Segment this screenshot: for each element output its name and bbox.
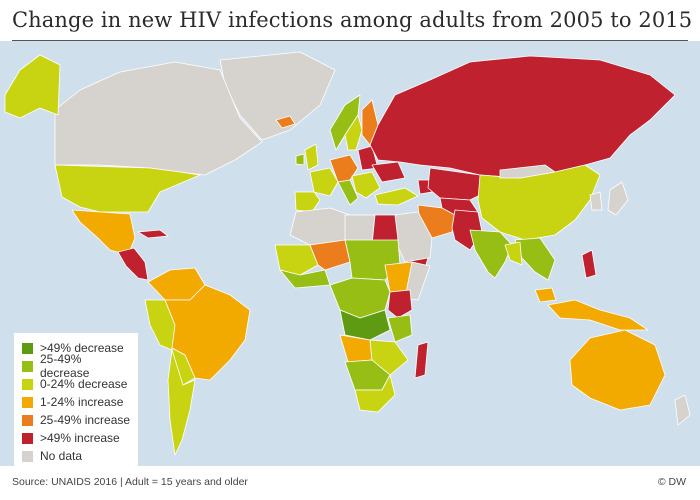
region-korea: [589, 191, 603, 211]
legend-label: 1-24% increase: [40, 395, 124, 409]
region-cuba: [137, 229, 169, 239]
region-maghreb: [289, 207, 351, 246]
region-new-zealand: [674, 394, 691, 426]
legend-item: >49% increase: [22, 429, 132, 447]
region-central-america: [117, 247, 149, 281]
region-west-africa-north: [274, 244, 319, 276]
legend-swatch-gt49-increase: [22, 432, 33, 444]
legend-swatch-25-49-decrease: [22, 360, 33, 372]
legend-label: >49% decrease: [40, 341, 124, 355]
region-congo: [339, 309, 391, 341]
region-tanzania: [387, 314, 413, 343]
region-west-africa-coast: [279, 269, 331, 289]
region-uk: [304, 143, 319, 171]
legend-item: >49% decrease: [22, 339, 132, 357]
region-mexico: [71, 209, 136, 256]
title-divider: [12, 40, 688, 41]
legend-label: No data: [40, 449, 83, 463]
region-france: [309, 167, 339, 197]
region-iceland: [275, 115, 296, 129]
region-russia: [369, 55, 676, 179]
region-ukraine: [371, 161, 406, 183]
region-iberia: [294, 191, 321, 213]
region-canada: [54, 61, 263, 176]
footer: Source: UNAIDS 2016 | Adult = 15 years a…: [0, 466, 700, 500]
region-ireland: [295, 153, 305, 166]
map-legend: >49% decrease 25-49% decrease 0-24% decr…: [14, 333, 138, 469]
world-map-svg: [4, 51, 691, 456]
legend-item: 25-49% increase: [22, 411, 132, 429]
legend-item: No data: [22, 447, 132, 465]
region-china: [477, 164, 601, 241]
region-usa: [54, 164, 201, 213]
legend-label: >49% increase: [40, 431, 120, 445]
region-mali-niger: [309, 239, 351, 271]
region-philippines: [581, 249, 597, 279]
region-alaska: [4, 54, 61, 119]
region-japan: [607, 181, 629, 216]
legend-label: 0-24% decrease: [40, 377, 128, 391]
legend-label: 25-49% increase: [40, 413, 131, 427]
dw-credit: © DW: [657, 476, 686, 488]
region-australia: [569, 329, 666, 411]
region-mongolia: [499, 164, 556, 179]
region-central-europe: [329, 154, 359, 183]
legend-item: 0-24% decrease: [22, 375, 132, 393]
legend-item: 25-49% decrease: [22, 352, 132, 380]
source-note: Source: UNAIDS 2016 | Adult = 15 years a…: [12, 476, 248, 488]
region-balkans: [351, 171, 381, 199]
legend-swatch-no-data: [22, 450, 33, 462]
region-myanmar: [504, 241, 523, 266]
legend-swatch-gt49-decrease: [22, 342, 33, 354]
region-india: [469, 229, 513, 279]
legend-item: 1-24% increase: [22, 393, 132, 411]
map-title: Change in new HIV infections among adult…: [12, 8, 693, 32]
region-italy: [337, 179, 359, 206]
region-sweden: [344, 114, 363, 151]
region-somalia: [404, 261, 431, 301]
region-east-africa: [387, 289, 413, 319]
legend-swatch-25-49-increase: [22, 414, 33, 426]
region-indochina: [514, 237, 556, 281]
legend-swatch-0-24-decrease: [22, 378, 33, 390]
region-turkey: [374, 187, 419, 206]
region-indonesia: [547, 299, 649, 331]
region-south-africa: [354, 374, 396, 413]
region-madagascar: [414, 341, 429, 379]
region-argentina-chile: [167, 349, 196, 456]
region-malaysia: [534, 287, 557, 303]
legend-label: 25-49% decrease: [40, 352, 90, 380]
legend-swatch-1-24-increase: [22, 396, 33, 408]
